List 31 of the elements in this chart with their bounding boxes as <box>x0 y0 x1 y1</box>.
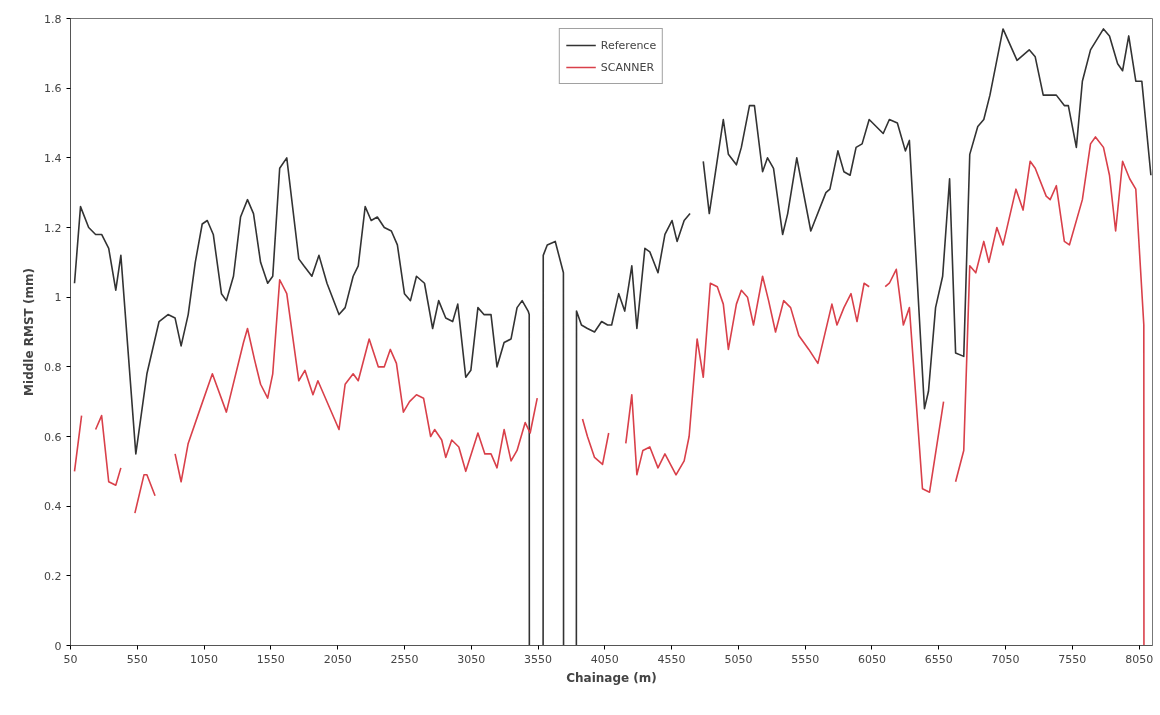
x-axis-title: Chainage (m) <box>566 670 657 685</box>
x-tick-label: 3050 <box>457 652 486 666</box>
x-tick-label: 7550 <box>1058 652 1087 666</box>
y-tick-label: 0.6 <box>44 430 62 444</box>
x-tick-label: 50 <box>63 652 78 666</box>
y-tick-label: 1.4 <box>44 151 62 165</box>
x-tick-label: 1050 <box>190 652 219 666</box>
x-tick-label: 550 <box>126 652 148 666</box>
x-tick-label: 1550 <box>256 652 285 666</box>
legend-label: SCANNER <box>600 60 655 74</box>
y-tick-label: 1.2 <box>44 221 62 235</box>
y-tick-label: 1.8 <box>44 12 62 26</box>
x-tick-label: 4550 <box>657 652 686 666</box>
x-tick-label: 6050 <box>857 652 886 666</box>
x-tick-label: 3550 <box>524 652 553 666</box>
legend-label: Reference <box>600 38 657 52</box>
y-tick-label: 0.2 <box>44 569 62 583</box>
y-tick-label: 1 <box>54 291 62 305</box>
y-axis-title: Middle RMST (mm) <box>22 268 37 396</box>
x-tick-label: 5050 <box>724 652 753 666</box>
y-tick-label: 0 <box>54 639 62 653</box>
x-tick-label: 5550 <box>791 652 820 666</box>
y-tick-label: 0.8 <box>44 360 62 374</box>
x-tick-label: 4050 <box>590 652 619 666</box>
x-tick-label: 2550 <box>390 652 419 666</box>
x-tick-label: 8050 <box>1125 652 1154 666</box>
x-tick-label: 7050 <box>991 652 1020 666</box>
x-tick-label: 6550 <box>924 652 953 666</box>
y-tick-label: 1.6 <box>44 82 62 96</box>
x-tick-label: 2050 <box>323 652 352 666</box>
y-tick-label: 0.4 <box>44 500 62 514</box>
